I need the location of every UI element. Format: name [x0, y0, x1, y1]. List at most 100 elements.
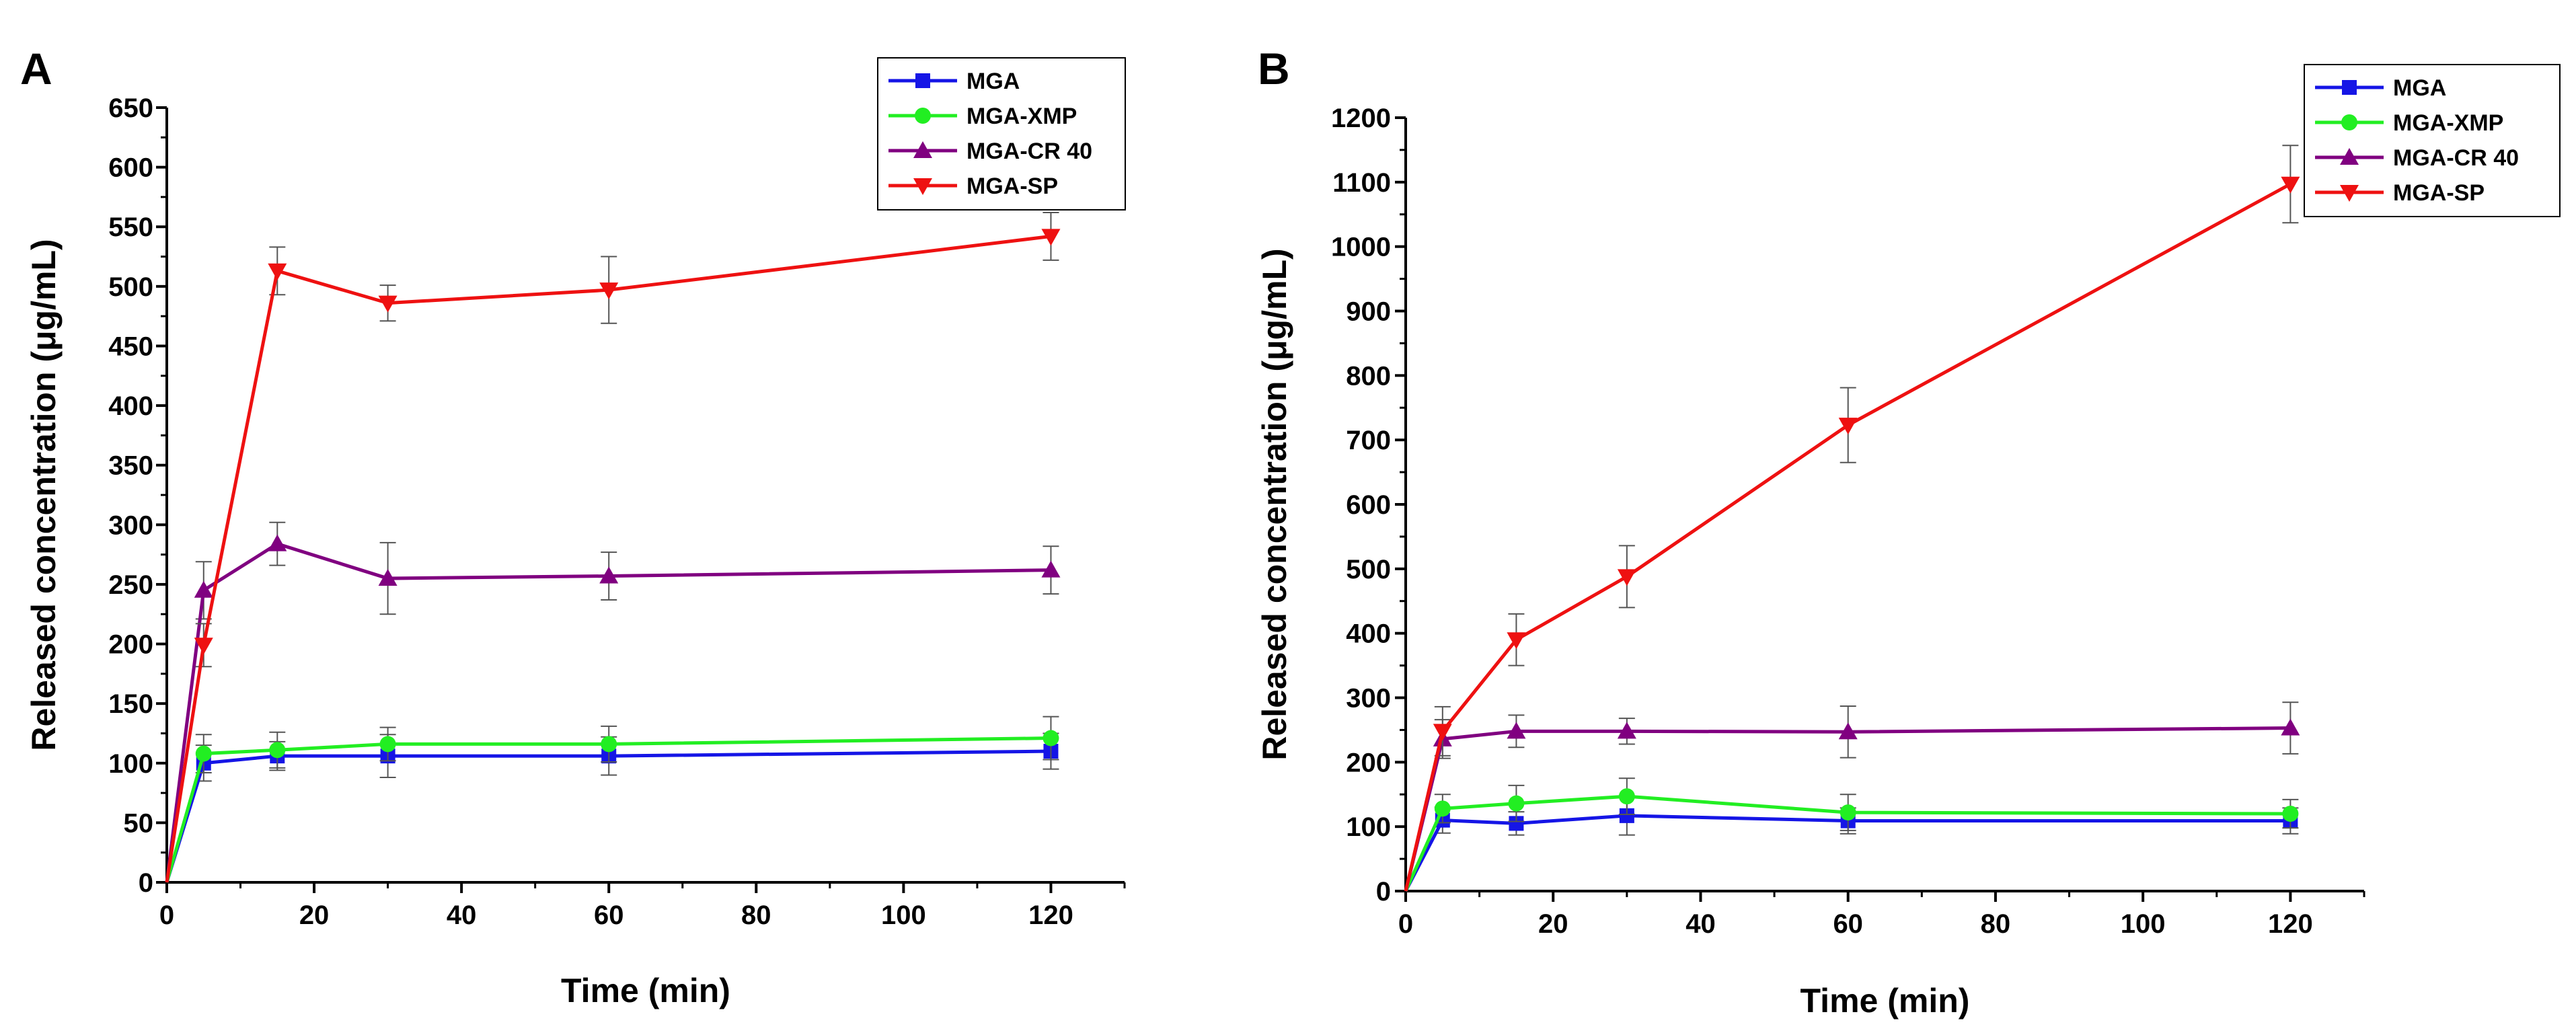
- panel-b-data-point-mga: [1509, 816, 1524, 831]
- panel-a-data-point-mga-sp: [194, 638, 213, 655]
- panel-b-legend-marker-mga-sp: [2340, 185, 2359, 202]
- panel-a-data-point-mga-xmp: [195, 745, 212, 762]
- panel-b-x-tick-label: 80: [1981, 909, 2011, 939]
- panel-a-data-point-mga-xmp: [601, 736, 617, 753]
- panel-a-y-tick-label: 400: [108, 391, 153, 421]
- panel-a-y-tick-label: 350: [108, 451, 153, 481]
- panel-b-y-tick-label: 200: [1346, 748, 1391, 777]
- panel-a-x-tick-label: 40: [447, 900, 477, 930]
- panel-a-legend-label-mga: MGA: [967, 69, 1020, 94]
- panel-a-data-point-mga-cr-40: [268, 534, 287, 551]
- panel-a-y-tick-label: 250: [108, 570, 153, 600]
- panel-a-y-tick-label: 50: [124, 808, 154, 838]
- panel-b-y-tick-label: 300: [1346, 684, 1391, 714]
- panel-b-y-tick-label: 1000: [1331, 233, 1391, 262]
- panel-b-x-tick-label: 40: [1685, 909, 1716, 939]
- panel-a-y-tick-label: 200: [108, 630, 153, 660]
- panel-b-y-tick-label: 1200: [1331, 104, 1391, 133]
- panel-a-y-tick-label: 600: [108, 153, 153, 183]
- panel-a-y-axis-title: Released concentration (μg/mL): [25, 239, 63, 751]
- panel-b-y-tick-label: 700: [1346, 426, 1391, 455]
- panel-a-y-tick-label: 150: [108, 689, 153, 719]
- panel-a-data-point-mga-xmp: [269, 742, 286, 759]
- panel-b-data-point-mga-sp: [1617, 569, 1636, 586]
- panel-b-y-tick-label: 500: [1346, 555, 1391, 584]
- panel-b-series-line-mga-sp: [1404, 182, 2291, 892]
- panel-a-x-tick-label: 120: [1028, 900, 1073, 930]
- panel-a-data-point-mga-sp: [268, 263, 287, 280]
- panel-b-series-mga-xmp: [1404, 777, 2299, 892]
- panel-b-data-point-mga-xmp: [1434, 800, 1451, 817]
- panel-a-legend: MGA MGA-XMP MGA-CR 40 MGA-SP: [877, 57, 1126, 210]
- panel-a-y-tick-label: 300: [108, 510, 153, 540]
- panel-b-legend-marker-mga: [2342, 80, 2357, 95]
- panel-b-data-point-mga-sp: [1838, 418, 1858, 435]
- panel-b-x-tick-label: 120: [2268, 909, 2313, 939]
- panel-b-x-tick-label: 0: [1398, 909, 1413, 939]
- panel-b-data-point-mga-xmp: [1840, 804, 1856, 821]
- panel-b-data-point-mga: [1619, 808, 1634, 823]
- panel-a-x-tick-label: 20: [299, 900, 330, 930]
- panel-b-data-point-mga-cr-40: [1838, 722, 1858, 740]
- panel-a-x-tick-label: 100: [881, 900, 926, 930]
- panel-b-y-tick-label: 1100: [1332, 168, 1391, 198]
- panel-a-y-tick-label: 100: [108, 749, 153, 779]
- panel-a-y-tick-label: 500: [108, 272, 153, 302]
- panel-b-y-tick-label: 600: [1346, 490, 1391, 520]
- panel-letter-b: B: [1258, 44, 1290, 93]
- panel-a-legend-label-mga-sp: MGA-SP: [967, 174, 1058, 199]
- panel-b-x-axis-title: Time (min): [1801, 982, 1970, 1020]
- panel-b-series-line-mga: [1404, 814, 2291, 892]
- panel-a-data-point-mga-cr-40: [194, 580, 213, 598]
- panel-b-data-point-mga-cr-40: [1507, 722, 1526, 739]
- panel-b-y-tick-label: 0: [1376, 877, 1391, 907]
- panel-b-legend: MGA MGA-XMP MGA-CR 40 MGA-SP: [2304, 64, 2561, 217]
- panel-a-x-tick-label: 60: [594, 900, 624, 930]
- panel-a-data-point-mga-sp: [378, 295, 397, 313]
- panel-b-y-tick-label: 800: [1346, 361, 1391, 391]
- panel-a-y-tick-label: 550: [108, 213, 153, 242]
- chart-panel-a: A 05010015020025030035040045050055060065…: [20, 44, 1126, 1009]
- panel-a-series-mga-cr-40: [165, 521, 1061, 883]
- panel-a-y-tick-label: 650: [108, 93, 153, 123]
- panel-b-y-tick-label: 100: [1346, 812, 1391, 842]
- panel-a-data-point-mga-xmp: [379, 736, 396, 753]
- panel-a-legend-marker-mga-cr-40: [913, 141, 932, 158]
- panel-b-data-point-mga-xmp: [1618, 788, 1635, 805]
- panel-a-y-tick-label: 0: [139, 868, 153, 898]
- panel-b-x-tick-label: 20: [1538, 909, 1568, 939]
- panel-b-data-point-mga-sp: [1507, 632, 1526, 650]
- panel-a-data-point-mga-cr-40: [378, 569, 397, 586]
- panel-b-y-tick-label: 400: [1346, 619, 1391, 649]
- panel-a-x-tick-label: 80: [741, 900, 771, 930]
- panel-b-legend-marker-mga-xmp: [2341, 114, 2357, 130]
- panel-a-series-line-mga: [165, 749, 1051, 883]
- panel-b-series-line-mga-xmp: [1404, 794, 2291, 892]
- panel-b-legend-label-mga-xmp: MGA-XMP: [2393, 110, 2503, 136]
- panel-a-legend-label-mga-xmp: MGA-XMP: [967, 104, 1077, 129]
- panel-b-data-point-mga-sp: [2281, 176, 2300, 194]
- panel-a-data-point-mga-cr-40: [599, 566, 619, 584]
- panel-a-legend-label-mga-cr-40: MGA-CR 40: [967, 139, 1092, 164]
- panel-a-series-line-mga-sp: [165, 234, 1051, 883]
- panel-a-x-axis-title: Time (min): [561, 972, 730, 1009]
- panel-b-series-mga-sp: [1404, 145, 2300, 892]
- panel-b-series-mga-cr-40: [1404, 701, 2300, 892]
- panel-b-data-point-mga-xmp: [2282, 806, 2299, 822]
- panel-b-y-tick-label: 900: [1346, 297, 1391, 327]
- panel-b-data-point-mga-cr-40: [2281, 718, 2300, 736]
- panel-b-x-tick-label: 60: [1833, 909, 1863, 939]
- panel-a-series-line-mga-xmp: [165, 736, 1051, 883]
- panel-a-legend-marker-mga: [915, 73, 930, 88]
- panel-b-y-axis-title: Released concentration (μg/mL): [1256, 248, 1293, 760]
- panel-b-data-point-mga-xmp: [1508, 795, 1525, 812]
- chart-panel-b: B 01002003004005006007008009001000110012…: [1256, 44, 2561, 1020]
- panel-b-data-point-mga-sp: [1433, 724, 1452, 741]
- panel-a-data-point-mga-xmp: [1043, 730, 1059, 746]
- panel-b-legend-label-mga: MGA: [2393, 75, 2446, 101]
- panel-a-legend-marker-mga-sp: [913, 178, 932, 195]
- panel-a-legend-marker-mga-xmp: [915, 108, 931, 124]
- panel-b-legend-label-mga-cr-40: MGA-CR 40: [2393, 145, 2519, 171]
- panel-letter-a: A: [20, 44, 52, 93]
